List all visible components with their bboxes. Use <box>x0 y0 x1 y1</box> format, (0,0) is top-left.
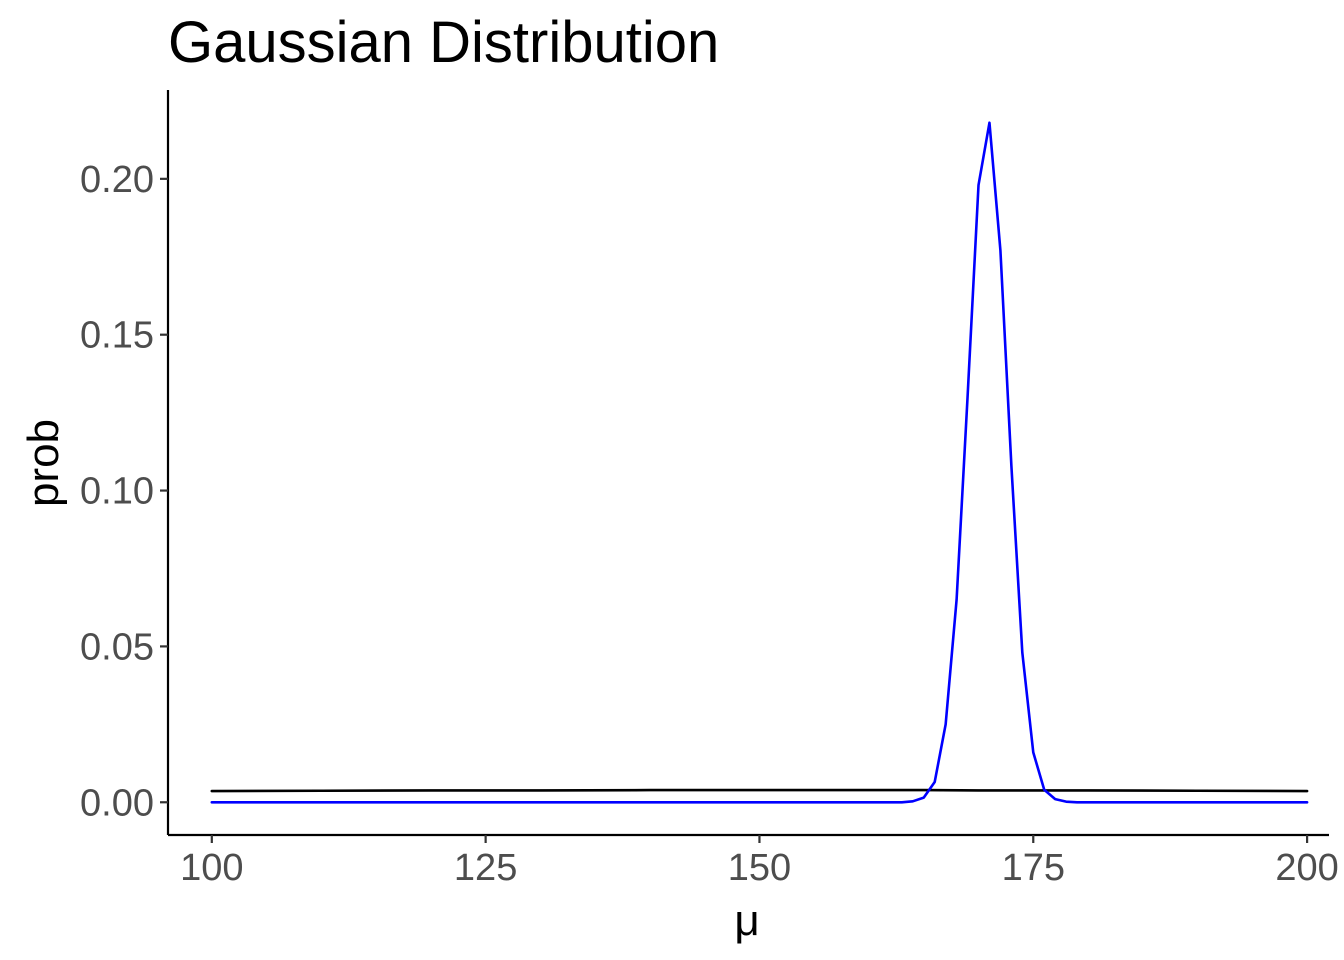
y-tick-label: 0.05 <box>80 626 154 668</box>
x-tick-label: 175 <box>1002 847 1065 889</box>
x-axis: 100 125 150 175 200 <box>168 833 1339 889</box>
series-line-2 <box>210 121 1309 804</box>
x-tick-label: 200 <box>1275 847 1338 889</box>
y-tick-label: 0.15 <box>80 315 154 357</box>
x-tick-label: 100 <box>180 847 243 889</box>
x-tick-label: 125 <box>454 847 517 889</box>
y-tick-label: 0.10 <box>80 471 154 513</box>
x-tick-label: 150 <box>728 847 791 889</box>
x-axis-title: μ <box>734 896 759 945</box>
y-tick-label: 0.20 <box>80 159 154 201</box>
y-axis-title: prob <box>19 419 68 507</box>
y-axis: 0.00 0.05 0.10 0.15 0.20 <box>80 90 170 835</box>
y-tick-label: 0.00 <box>80 782 154 824</box>
chart-title: Gaussian Distribution <box>168 10 719 75</box>
plot-area <box>210 121 1309 804</box>
series-line-1 <box>210 788 1309 793</box>
